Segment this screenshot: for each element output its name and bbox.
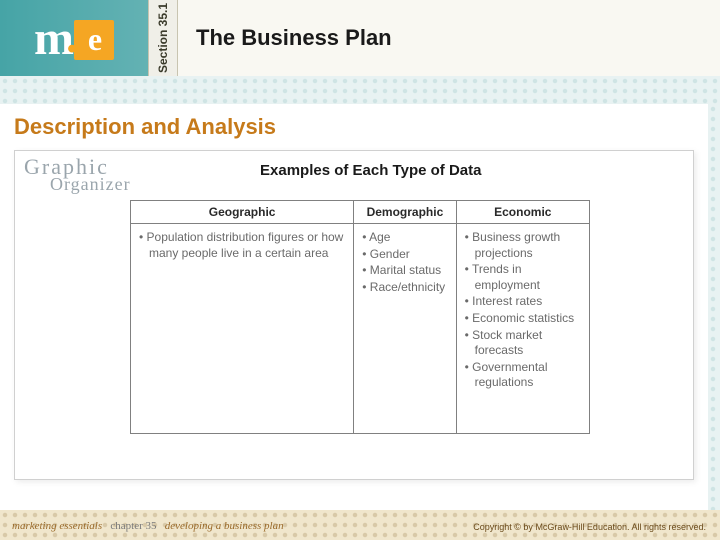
subtitle: Description and Analysis bbox=[14, 114, 276, 140]
list-item: Interest rates bbox=[465, 294, 581, 310]
data-table: Geographic Demographic Economic Populati… bbox=[130, 200, 590, 434]
list-item: Governmental regulations bbox=[465, 360, 581, 391]
list-item: Population distribution figures or how m… bbox=[139, 230, 345, 261]
footer-copyright: Copyright © by McGraw-Hill Education. Al… bbox=[473, 522, 706, 532]
list-item: Gender bbox=[362, 247, 447, 263]
page-title: The Business Plan bbox=[178, 0, 720, 76]
table-cell: Business growth projectionsTrends in emp… bbox=[456, 224, 589, 434]
list-item: Age bbox=[362, 230, 447, 246]
list-item: Stock market forecasts bbox=[465, 328, 581, 359]
table-cell: Population distribution figures or how m… bbox=[131, 224, 354, 434]
list-item: Marital status bbox=[362, 263, 447, 279]
list-item: Economic statistics bbox=[465, 311, 581, 327]
list-item: Trends in employment bbox=[465, 262, 581, 293]
dots-band bbox=[0, 76, 720, 104]
list-item: Race/ethnicity bbox=[362, 280, 447, 296]
logo: m.e bbox=[0, 0, 148, 76]
footer-topic: developing a business plan bbox=[165, 520, 284, 532]
col-header: Demographic bbox=[354, 201, 456, 224]
footer-left: marketing essentials chapter 35 developi… bbox=[12, 520, 284, 532]
table-cell: AgeGenderMarital statusRace/ethnicity bbox=[354, 224, 456, 434]
col-header: Geographic bbox=[131, 201, 354, 224]
graphic-organizer-label: Graphic Organizer bbox=[24, 158, 131, 192]
table-caption: Examples of Each Type of Data bbox=[260, 162, 481, 179]
list-item: Business growth projections bbox=[465, 230, 581, 261]
table-header-row: Geographic Demographic Economic bbox=[131, 201, 590, 224]
footer-brand: marketing essentials bbox=[12, 520, 102, 532]
table-row: Population distribution figures or how m… bbox=[131, 224, 590, 434]
col-header: Economic bbox=[456, 201, 589, 224]
footer-chapter: chapter 35 bbox=[110, 520, 156, 532]
right-strip bbox=[708, 104, 720, 540]
section-label: Section 35.1 bbox=[148, 0, 178, 76]
go-line2: Organizer bbox=[50, 177, 131, 192]
